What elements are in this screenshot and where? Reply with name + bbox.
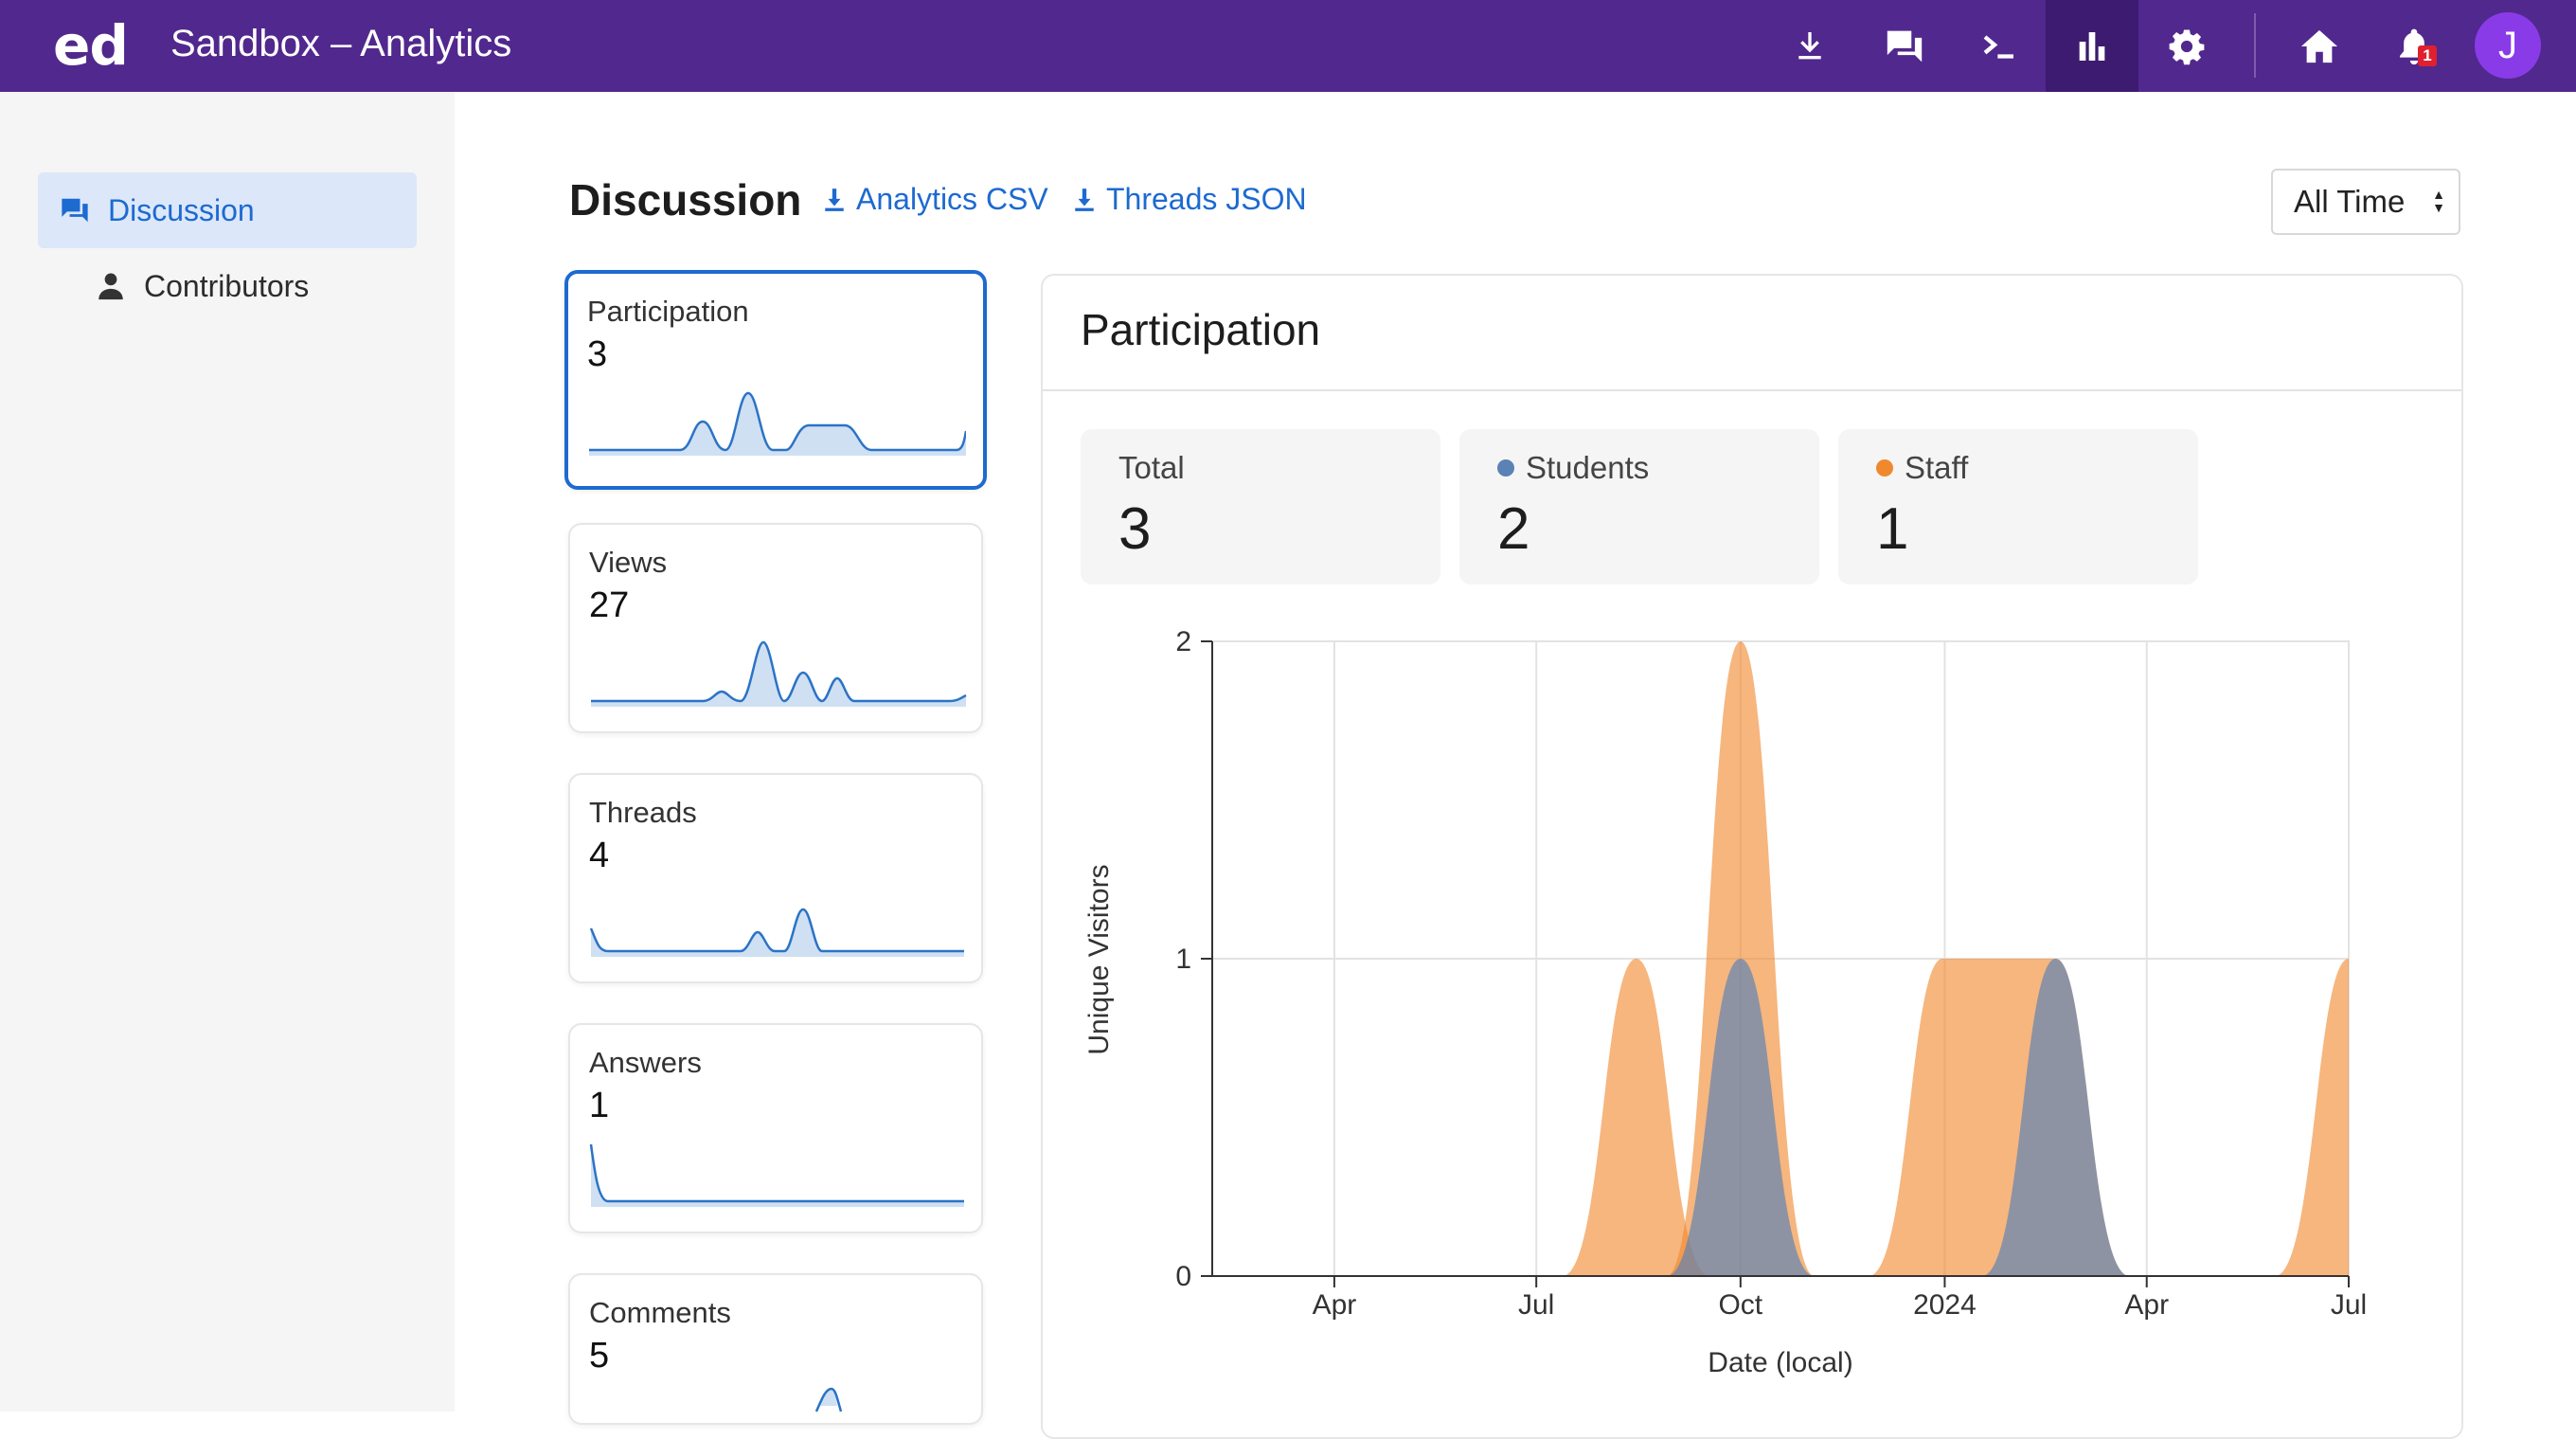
students-area <box>1981 959 2130 1276</box>
comments-sparkline <box>814 1387 843 1412</box>
terminal-icon[interactable] <box>1953 0 2046 92</box>
metric-label: Views <box>589 546 668 579</box>
person-icon <box>98 273 123 300</box>
staff-area <box>1562 959 1710 1276</box>
home-icon[interactable] <box>2273 0 2366 92</box>
panel-divider <box>1043 389 2461 391</box>
participation-sparkline <box>589 391 966 456</box>
sidebar-item-discussion[interactable]: Discussion <box>38 172 417 248</box>
answers-sparkline <box>589 1143 964 1207</box>
toolbar-divider <box>2254 13 2256 78</box>
page-title: Discussion <box>569 175 802 225</box>
select-arrows-icon: ▲ ▼ <box>2432 187 2445 215</box>
stat-students: Students 2 <box>1459 429 1819 585</box>
x-tick-label: Oct <box>1718 1289 1762 1321</box>
bell-icon[interactable] <box>2368 0 2460 92</box>
download-icon <box>825 188 844 211</box>
analytics-csv-link[interactable]: Analytics CSV <box>822 182 1048 217</box>
chat-icon[interactable] <box>1858 0 1951 92</box>
top-bar: ed Sandbox – Analytics 1 J <box>0 0 2576 92</box>
y-tick-label: 1 <box>1175 944 1191 975</box>
time-range-value: All Time <box>2294 184 2406 219</box>
stat-value: 2 <box>1497 496 1530 562</box>
metric-value: 3 <box>587 334 608 374</box>
metric-value: 4 <box>589 836 610 875</box>
x-tick-label: Apr <box>2124 1289 2169 1321</box>
students-area <box>1666 959 1815 1276</box>
metric-card-participation[interactable]: Participation 3 <box>564 270 987 490</box>
staff-legend-dot <box>1876 459 1893 477</box>
views-sparkline <box>591 640 967 707</box>
metric-card-comments[interactable]: Comments 5 <box>568 1273 983 1425</box>
stat-label: Total <box>1118 450 1185 485</box>
metric-card-answers[interactable]: Answers 1 <box>568 1023 983 1233</box>
stat-label: Staff <box>1905 450 1969 485</box>
chat-icon <box>62 198 88 223</box>
link-label: Analytics CSV <box>856 182 1048 216</box>
participation-chart: Apr Jul Oct 2024 Apr Jul 0 1 2 Unique Visitors D… <box>1083 626 2367 1378</box>
x-tick-label: Jul <box>2331 1289 2367 1321</box>
metric-card-threads[interactable]: Threads 4 <box>568 773 983 983</box>
metric-card-views[interactable]: Views 27 <box>568 523 983 733</box>
sidebar: Discussion Contributors <box>0 92 455 1412</box>
app-title: Sandbox – Analytics <box>170 23 512 64</box>
stat-label: Students <box>1526 450 1650 485</box>
sidebar-item-contributors[interactable]: Contributors <box>95 258 309 315</box>
settings-icon[interactable] <box>2140 0 2233 92</box>
metric-value: 5 <box>589 1336 610 1376</box>
metric-label: Comments <box>589 1296 731 1329</box>
metric-label: Answers <box>589 1046 702 1079</box>
download-icon <box>1075 188 1094 211</box>
ed-logo[interactable]: ed <box>53 13 129 78</box>
notification-badge: 1 <box>2418 45 2437 66</box>
y-tick-label: 0 <box>1175 1261 1191 1292</box>
y-axis-label: Unique Visitors <box>1083 864 1115 1054</box>
students-legend-dot <box>1497 459 1514 477</box>
sidebar-item-label: Discussion <box>108 192 255 227</box>
sidebar-item-label: Contributors <box>144 268 310 303</box>
x-axis-label: Date (local) <box>1708 1347 1852 1378</box>
link-label: Threads JSON <box>1106 182 1307 216</box>
stat-total: Total 3 <box>1081 429 1440 585</box>
threads-json-link[interactable]: Threads JSON <box>1072 182 1307 217</box>
x-tick-label: Jul <box>1518 1289 1554 1321</box>
panel-title: Participation <box>1081 305 1321 354</box>
stat-value: 3 <box>1118 496 1152 562</box>
staff-area <box>2275 959 2349 1276</box>
download-icon[interactable] <box>1763 0 1856 92</box>
metric-label: Threads <box>589 796 697 829</box>
time-range-select[interactable]: All Time ▲ ▼ <box>2271 169 2460 235</box>
metric-value: 1 <box>589 1086 610 1125</box>
stat-value: 1 <box>1876 496 1909 562</box>
threads-sparkline <box>589 908 964 957</box>
x-tick-label: Apr <box>1313 1289 1357 1321</box>
x-tick-label: 2024 <box>1913 1289 1977 1321</box>
avatar[interactable]: J <box>2475 12 2541 79</box>
metric-value: 27 <box>589 585 630 625</box>
analytics-icon[interactable] <box>2046 0 2138 92</box>
stat-staff: Staff 1 <box>1838 429 2198 585</box>
y-tick-label: 2 <box>1175 626 1191 657</box>
metric-label: Participation <box>587 295 749 328</box>
